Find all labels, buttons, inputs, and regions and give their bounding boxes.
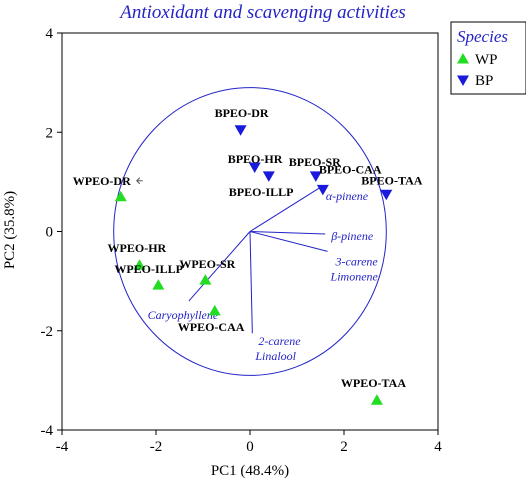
x-tick-label: -4 xyxy=(56,439,69,455)
loading-label: Limonene xyxy=(330,269,379,283)
legend-marker-wp xyxy=(457,53,469,64)
loading-label: Caryophyllene xyxy=(148,308,219,322)
point-label: WPEO-CAA xyxy=(178,320,245,334)
point-marker-wp xyxy=(133,259,146,270)
y-tick-label: -4 xyxy=(41,423,54,439)
loading-vector xyxy=(188,231,251,302)
y-tick-label: -2 xyxy=(41,324,54,340)
point-label: BPEO-HR xyxy=(228,152,283,166)
loading-label: Linalool xyxy=(254,349,296,363)
point-label: WPEO-ILLP xyxy=(114,262,183,276)
x-tick-label: 2 xyxy=(340,439,348,455)
x-tick-label: -2 xyxy=(150,439,163,455)
loading-vector xyxy=(249,185,324,232)
point-label: BPEO-DR xyxy=(215,106,269,120)
point-marker-bp xyxy=(248,162,261,173)
loading-vector xyxy=(249,231,328,252)
legend-entry-label: WP xyxy=(475,52,498,68)
point-label: WPEO-DR xyxy=(73,174,131,188)
x-tick-label: 4 xyxy=(434,439,442,455)
x-tick-label: 0 xyxy=(246,439,254,455)
legend: Species WP BP xyxy=(450,21,526,95)
point-marker-wp xyxy=(152,279,165,290)
point-label: WPEO-TAA xyxy=(341,376,406,390)
legend-title: Species xyxy=(457,27,508,46)
point-marker-bp xyxy=(316,184,329,196)
point-label: BPEO-CAA xyxy=(319,162,382,176)
loading-vector xyxy=(249,231,326,235)
y-tick-label: 0 xyxy=(46,225,54,241)
correlation-circle xyxy=(113,87,387,376)
point-label: BPEO-SR xyxy=(289,155,341,169)
point-marker-bp xyxy=(380,189,393,201)
y-tick-label: 4 xyxy=(46,26,54,42)
loading-label: α-pinene xyxy=(326,189,369,203)
legend-marker-bp xyxy=(457,75,469,86)
x-axis-label: PC1 (48.4%) xyxy=(211,463,289,479)
loading-label: 3-carene xyxy=(335,254,379,268)
point-marker-wp xyxy=(114,190,127,202)
loading-vector xyxy=(249,231,253,334)
point-marker-wp xyxy=(199,274,212,285)
point-label: BPEO-ILLP xyxy=(229,185,294,199)
point-marker-bp xyxy=(234,125,247,136)
point-label: WPEO-SR xyxy=(179,257,235,271)
chart-title: Antioxidant and scavenging activities xyxy=(118,2,405,23)
legend-entry-label: BP xyxy=(475,73,493,89)
y-tick-label: 2 xyxy=(46,125,54,141)
y-axis-label: PC2 (35.8%) xyxy=(2,191,18,269)
point-label: BPEO-TAA xyxy=(361,173,422,187)
loading-label: 2-carene xyxy=(258,334,301,348)
point-marker-wp xyxy=(370,394,383,405)
loading-label: β-pinene xyxy=(330,229,374,243)
plot-area: -4 -2 0 2 4420-2-4α-pineneβ-pinene3-careneLi… xyxy=(41,26,443,455)
point-marker-bp xyxy=(262,171,275,182)
point-marker-bp xyxy=(309,171,322,182)
pointer-arrow-icon xyxy=(136,177,141,185)
point-marker-wp xyxy=(208,304,221,316)
point-label: WPEO-HR xyxy=(108,241,167,255)
